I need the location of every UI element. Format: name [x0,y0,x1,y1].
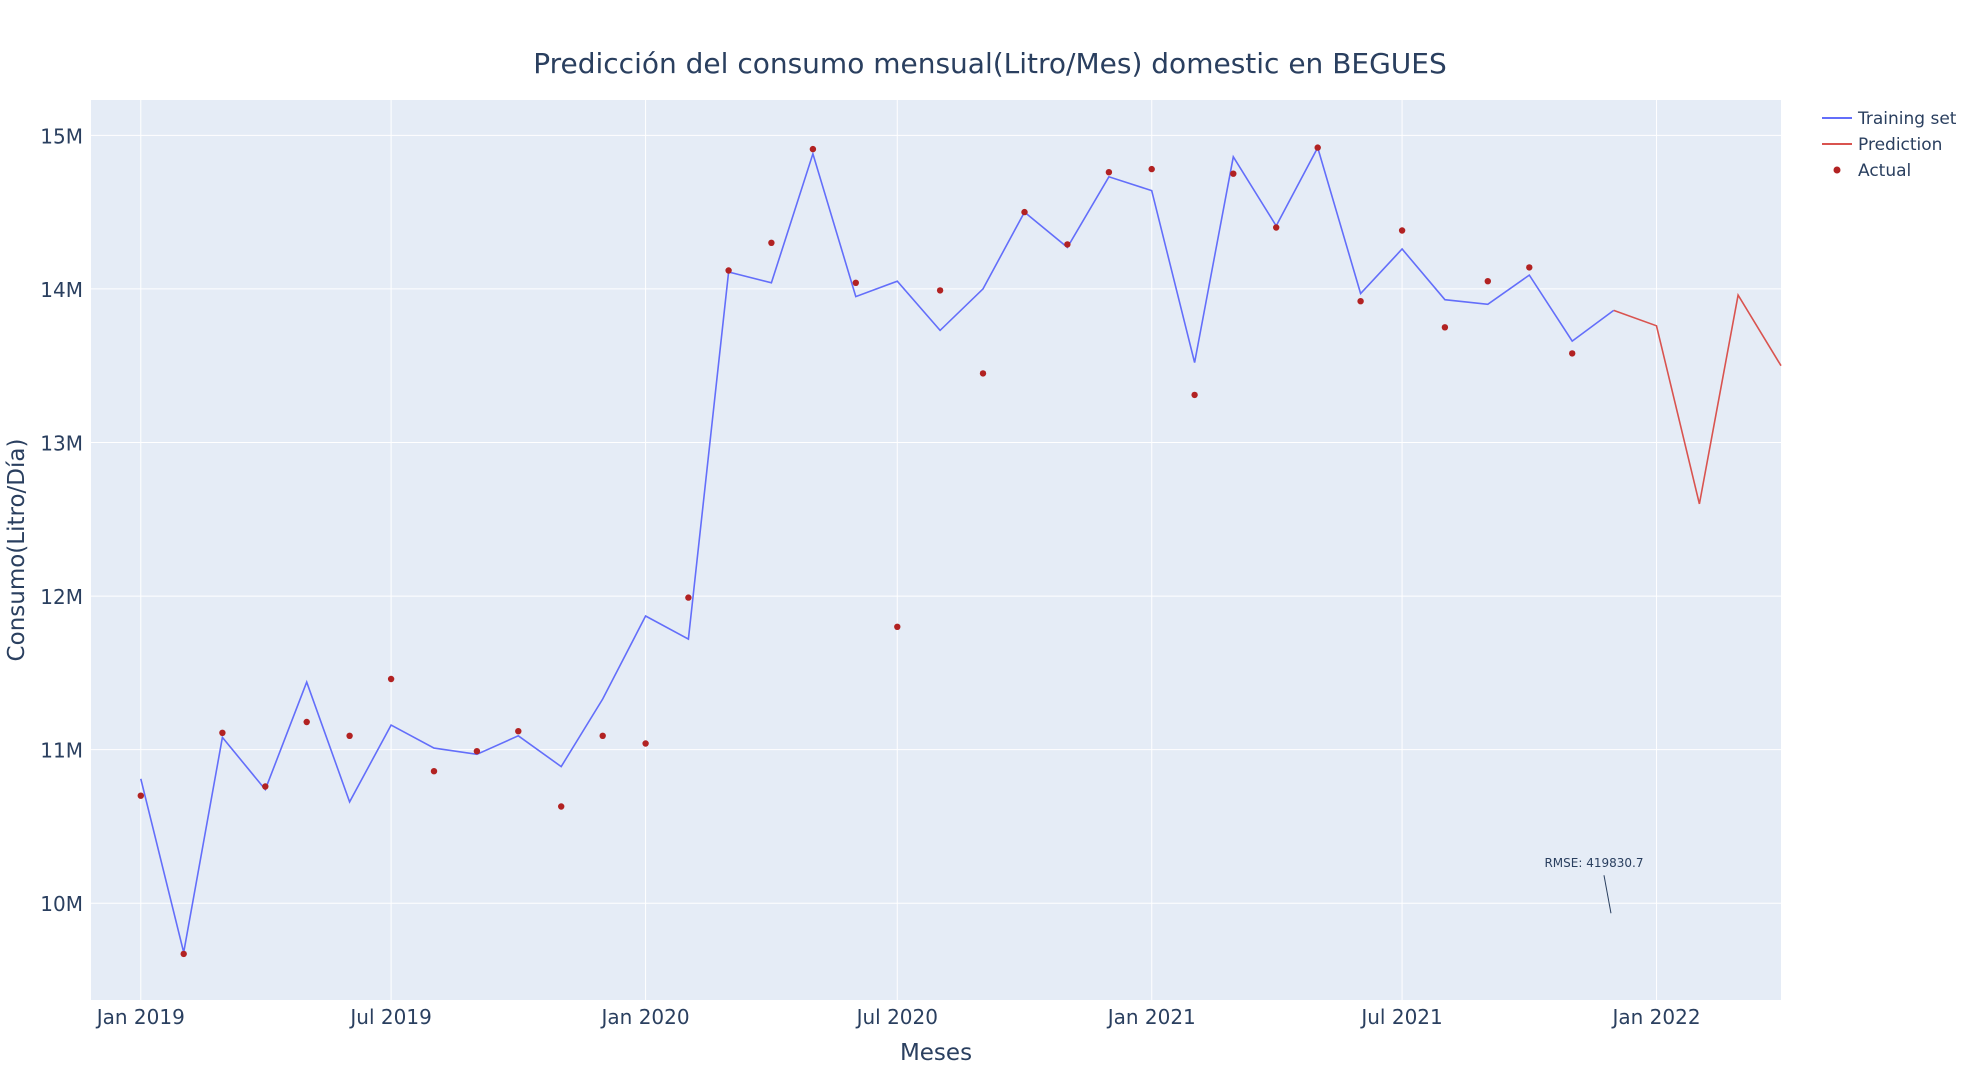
y-tick-label: 10M [40,892,83,916]
actual-point [303,718,310,726]
actual-point [1148,165,1155,173]
actual-point [599,732,606,739]
legend-item-training-set[interactable]: Training set [1822,109,1957,129]
prediction-line [1613,292,1782,505]
legend-swatch [1833,166,1841,174]
x-tick-label: Jan 2020 [600,1005,690,1029]
annotation-arrow [1603,875,1612,914]
rmse-annotation: RMSE: 419830.7 [1544,856,1643,914]
y-tick-label: 11M [40,739,83,763]
actual-point [685,594,692,601]
plot-area [91,100,1781,1000]
actual-point [1105,169,1113,176]
actual-point [725,267,732,274]
y-axis-ticks: 10M 11M 12M 13M 14M 15M [40,124,83,916]
actual-point [346,732,353,739]
x-tick-label: Jul 2019 [348,1005,431,1029]
legend-item-actual[interactable]: Actual [1833,161,1912,181]
y-tick-label: 12M [40,585,83,609]
legend[interactable]: Training set Prediction Actual [1822,109,1957,181]
legend-label: Actual [1858,161,1911,181]
actual-point [1230,170,1237,177]
actual-point [1569,350,1576,357]
actual-point [387,675,395,683]
actual-point [1314,144,1321,151]
actual-point [852,279,859,286]
x-tick-label: Jan 2019 [95,1005,185,1029]
actual-point [1191,391,1198,399]
actual-point [894,623,901,630]
actual-point [262,783,269,790]
legend-label: Prediction [1858,135,1942,155]
x-tick-label: Jul 2021 [1359,1005,1442,1029]
actual-point [473,748,481,755]
y-axis-label: Consumo(Litro/Día) [4,439,30,662]
actual-point [137,792,144,799]
x-tick-label: Jan 2022 [1610,1005,1700,1029]
actual-point [979,370,987,377]
training-set-line [140,145,1615,953]
actual-point [1273,224,1280,231]
legend-item-prediction[interactable]: Prediction [1822,135,1942,155]
y-tick-label: 13M [40,431,83,455]
actual-point [1484,278,1492,285]
annotation-text: RMSE: 419830.7 [1544,856,1643,870]
actual-point [1526,264,1533,271]
actual-point [1021,208,1028,216]
y-tick-label: 14M [40,278,83,302]
actual-point [515,728,522,735]
x-tick-label: Jul 2020 [855,1005,938,1029]
actual-point [1398,227,1406,234]
actual-point [1441,324,1449,331]
series-layer [137,144,1782,958]
x-tick-label: Jan 2021 [1106,1005,1196,1029]
actual-point [768,239,775,246]
actual-point [1357,298,1364,305]
actual-point [558,803,565,810]
actual-point [809,145,817,153]
y-tick-label: 15M [40,124,83,148]
actual-point [1064,241,1071,248]
actual-point [642,740,649,747]
chart-title: Predicción del consumo mensual(Litro/Mes… [533,47,1447,80]
actual-point [936,287,944,294]
actual-point [430,768,438,775]
x-axis-ticks: Jan 2019 Jul 2019 Jan 2020 Jul 2020 Jan 2021… [95,1005,1701,1029]
actual-point [180,950,187,958]
x-axis-label: Meses [900,1040,972,1066]
legend-label: Training set [1857,109,1957,129]
actual-point [219,729,226,736]
